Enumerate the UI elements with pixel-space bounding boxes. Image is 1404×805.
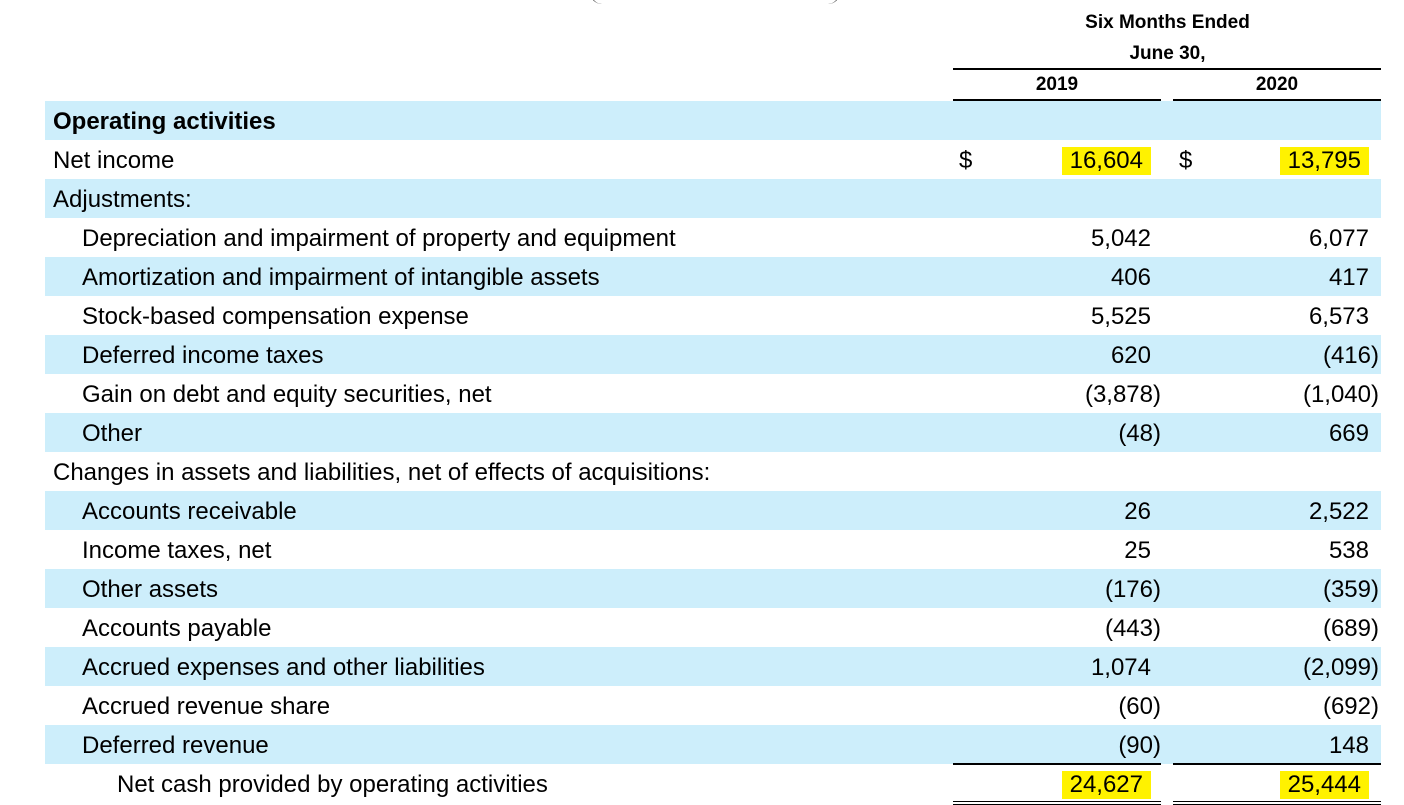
- table-row: Changes in assets and liabilities, net o…: [45, 452, 1381, 491]
- cash-flow-table: Operating activities Net income $ $16,604 13…: [45, 101, 1381, 805]
- value-2020: (416): [1322, 342, 1379, 369]
- value-2019: (3,878): [1084, 381, 1161, 408]
- value-2019: 5,525: [1090, 303, 1151, 330]
- row-label: Accounts receivable: [82, 498, 297, 525]
- year-header-2019: 2019: [1035, 74, 1079, 95]
- row-label: Deferred income taxes: [82, 342, 324, 369]
- row-label: Accrued expenses and other liabilities: [82, 654, 485, 681]
- row-label: Income taxes, net: [82, 537, 272, 564]
- value-2020: (2,099): [1302, 654, 1379, 681]
- table-row: Stock-based compensation expense 5,525 6,5…: [45, 296, 1381, 335]
- year-underline-2020: [1173, 99, 1381, 101]
- row-label: Gain on debt and equity securities, net: [82, 381, 492, 408]
- total-double-rule: [1173, 801, 1381, 805]
- value-2020: (689): [1322, 615, 1379, 642]
- value-2019: 25: [1124, 537, 1151, 564]
- value-2019: (90): [1118, 732, 1161, 759]
- row-label: Accrued revenue share: [82, 693, 331, 720]
- value-2019: 1,074: [1090, 654, 1151, 681]
- row-label: Accounts payable: [82, 615, 272, 642]
- table-row: Income taxes, net 25 538: [45, 530, 1381, 569]
- table-row: Adjustments:: [45, 179, 1381, 218]
- row-label: Net income: [53, 147, 175, 174]
- value-2019: (60): [1118, 693, 1161, 720]
- value-2020: 6,573: [1308, 303, 1369, 330]
- value-2019: (176): [1104, 576, 1161, 603]
- table-row: Other (48) 669: [45, 413, 1381, 452]
- value-2020: (692): [1322, 693, 1379, 720]
- total-rule: [1173, 763, 1381, 765]
- row-label: Deferred revenue: [82, 732, 269, 759]
- value-2020: 538: [1328, 537, 1369, 564]
- table-row: Accounts receivable 26 2,522: [45, 491, 1381, 530]
- total-rule: [953, 763, 1161, 765]
- bracket-fragment: [590, 0, 840, 4]
- value-2020: (359): [1322, 576, 1379, 603]
- total-double-rule: [953, 801, 1161, 805]
- row-label: Net cash provided by operating activitie…: [117, 771, 548, 798]
- header-rule: [953, 68, 1381, 70]
- table-row: Deferred revenue (90) 148: [45, 725, 1381, 764]
- row-label: Changes in assets and liabilities, net o…: [53, 459, 711, 486]
- value-2020: 417: [1328, 264, 1369, 291]
- table-row: Depreciation and impairment of property …: [45, 218, 1381, 257]
- value-2020: 2,522: [1308, 498, 1369, 525]
- currency-symbol: $: [959, 147, 973, 174]
- row-label: Operating activities: [53, 108, 276, 135]
- row-label: Other assets: [82, 576, 219, 603]
- value-2020: (1,040): [1302, 381, 1379, 408]
- table-row: Other assets (176) (359): [45, 569, 1381, 608]
- value-2019: 16,604: [1061, 147, 1151, 175]
- value-2019: 406: [1110, 264, 1151, 291]
- value-2019: 24,627: [1061, 771, 1151, 799]
- table-row: Operating activities: [45, 101, 1381, 140]
- value-2020: 13,795: [1279, 147, 1369, 175]
- value-2019: (48): [1118, 420, 1161, 447]
- table-row: Accounts payable (443) (689): [45, 608, 1381, 647]
- table-row: Deferred income taxes 620 (416): [45, 335, 1381, 374]
- value-2019: 5,042: [1090, 225, 1151, 252]
- table-row: Accrued expenses and other liabilities 1,…: [45, 647, 1381, 686]
- row-label: Stock-based compensation expense: [82, 303, 469, 330]
- row-label: Depreciation and impairment of property …: [82, 225, 676, 252]
- table-row: Net income $ $16,604 13,795: [45, 140, 1381, 179]
- table-row: Amortization and impairment of intangibl…: [45, 257, 1381, 296]
- period-title-line2: June 30,: [1129, 43, 1206, 64]
- value-2019: 620: [1110, 342, 1151, 369]
- row-label: Adjustments:: [53, 186, 192, 213]
- value-2020: 669: [1328, 420, 1369, 447]
- value-2019: 26: [1124, 498, 1151, 525]
- year-header-2020: 2020: [1255, 74, 1299, 95]
- value-2020: 148: [1328, 732, 1369, 759]
- row-label: Amortization and impairment of intangibl…: [82, 264, 600, 291]
- table-row: Gain on debt and equity securities, net (…: [45, 374, 1381, 413]
- year-underline-2019: [953, 99, 1161, 101]
- value-2020: 25,444: [1279, 771, 1369, 799]
- currency-symbol: $: [1179, 147, 1193, 174]
- value-2020: 6,077: [1308, 225, 1369, 252]
- value-2019: (443): [1104, 615, 1161, 642]
- table-row: Accrued revenue share (60) (692): [45, 686, 1381, 725]
- table-row: Net cash provided by operating activitie…: [45, 763, 1381, 805]
- row-label: Other: [82, 420, 143, 447]
- period-title-line1: Six Months Ended: [1085, 12, 1250, 33]
